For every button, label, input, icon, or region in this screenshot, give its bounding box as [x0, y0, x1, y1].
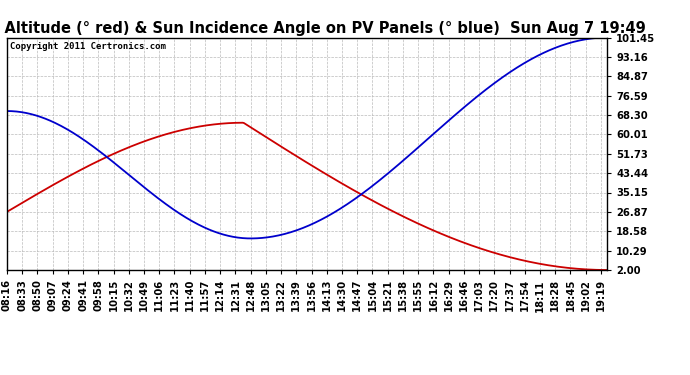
Title: Sun Altitude (° red) & Sun Incidence Angle on PV Panels (° blue)  Sun Aug 7 19:4: Sun Altitude (° red) & Sun Incidence Ang…	[0, 21, 646, 36]
Text: Copyright 2011 Certronics.com: Copyright 2011 Certronics.com	[10, 42, 166, 51]
